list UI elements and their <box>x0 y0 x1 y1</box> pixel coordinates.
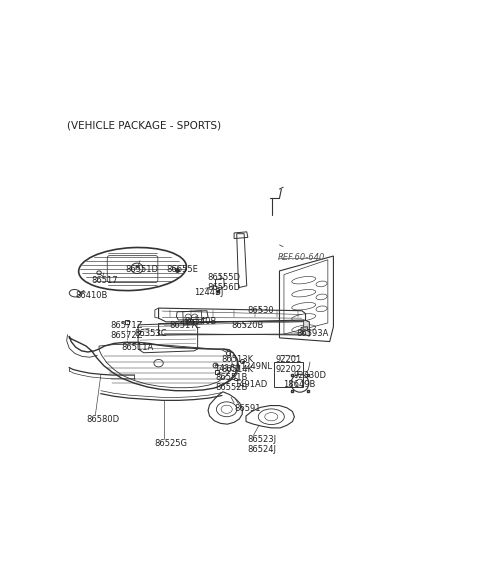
Text: 86517: 86517 <box>92 276 118 286</box>
Text: 86580D: 86580D <box>87 415 120 424</box>
Text: (VEHICLE PACKAGE - SPORTS): (VEHICLE PACKAGE - SPORTS) <box>67 120 222 130</box>
Polygon shape <box>301 327 307 331</box>
Text: 86517L: 86517L <box>170 321 201 330</box>
Text: 86555D
86556D: 86555D 86556D <box>207 273 240 292</box>
Text: 86353C: 86353C <box>134 329 167 338</box>
Text: 14160: 14160 <box>215 364 241 373</box>
Text: 86530: 86530 <box>248 306 275 315</box>
Text: 86523J
86524J: 86523J 86524J <box>248 435 277 453</box>
Text: 1249NL: 1249NL <box>240 362 272 371</box>
Text: 92330D: 92330D <box>294 372 326 380</box>
Text: REF.60-640: REF.60-640 <box>277 253 325 262</box>
Text: 1244BJ: 1244BJ <box>194 288 223 296</box>
Text: 86511A: 86511A <box>121 343 154 352</box>
Text: 86520B: 86520B <box>231 321 264 330</box>
Text: 86593A: 86593A <box>296 329 329 338</box>
Text: 86571Z
86572Z: 86571Z 86572Z <box>110 321 143 340</box>
Text: 86513K
86514K: 86513K 86514K <box>222 355 254 373</box>
Text: 86655E: 86655E <box>166 265 198 275</box>
Text: 86540B: 86540B <box>185 318 217 326</box>
Text: 18649B: 18649B <box>283 379 315 389</box>
Text: 1491AD: 1491AD <box>234 379 267 389</box>
Text: 86551B
86552B: 86551B 86552B <box>216 373 248 392</box>
Text: 86525G: 86525G <box>154 439 187 448</box>
Text: 86410B: 86410B <box>75 292 107 300</box>
Text: H: H <box>134 265 140 270</box>
Text: 92201
92202: 92201 92202 <box>275 355 301 373</box>
Text: 86591: 86591 <box>234 404 261 413</box>
Polygon shape <box>304 320 309 336</box>
Text: 86551D: 86551D <box>125 265 158 275</box>
